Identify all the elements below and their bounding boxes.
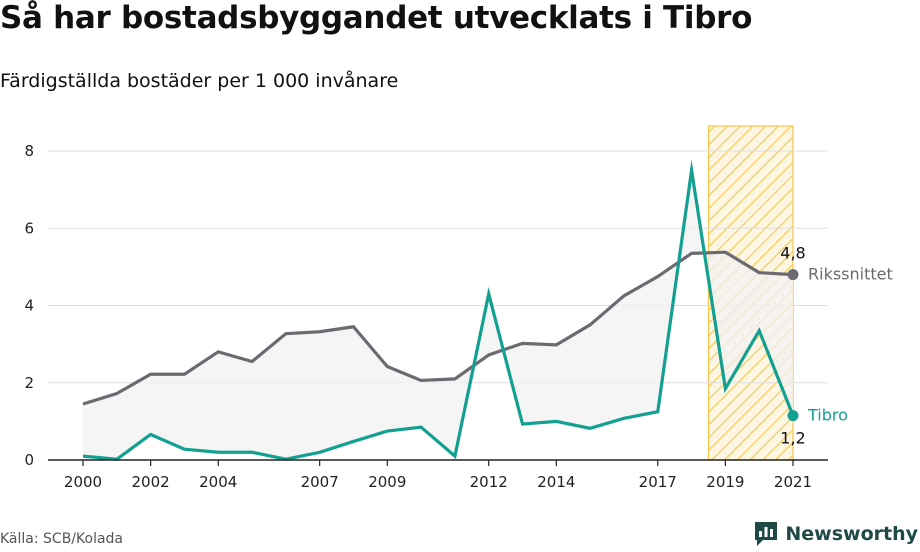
line-chart: 0 2 4 6 8 2000 2002 2004 2007 2009 2012 2014 2017 20… xyxy=(24,125,893,491)
series-line-riket xyxy=(82,250,794,406)
y-tick-label: 8 xyxy=(24,142,34,160)
y-tick-label: 4 xyxy=(24,297,34,315)
chart-subtitle: Färdigställda bostäder per 1 000 invånar… xyxy=(0,70,399,92)
series-label-riket: Rikssnittet xyxy=(808,265,893,284)
y-tick-label: 0 xyxy=(24,451,34,469)
brand-name: Newsworthy xyxy=(785,523,918,545)
value-label-tibro: 1,2 xyxy=(780,429,805,448)
y-tick-label: 6 xyxy=(24,219,34,237)
x-tick-label: 2004 xyxy=(199,473,237,491)
x-tick-label: 2012 xyxy=(470,473,508,491)
newsworthy-logo: Newsworthy xyxy=(753,520,918,548)
gap-area xyxy=(83,170,793,460)
series-line-tibro xyxy=(82,159,795,461)
end-point-riket xyxy=(787,269,799,281)
chart-title: Så har bostadsbyggandet utvecklats i Tib… xyxy=(0,0,753,36)
newsworthy-chart-icon xyxy=(755,522,778,546)
x-tick-label: 2009 xyxy=(368,473,406,491)
value-label-riket: 4,8 xyxy=(780,244,805,263)
x-tick-label: 2017 xyxy=(639,473,677,491)
x-tick-label: 2000 xyxy=(64,473,102,491)
x-tick-label: 2014 xyxy=(537,473,575,491)
y-tick-label: 2 xyxy=(24,374,34,392)
x-tick-label: 2007 xyxy=(301,473,339,491)
x-tick-label: 2019 xyxy=(706,473,744,491)
series-label-tibro: Tibro xyxy=(807,406,848,425)
x-tick-label: 2002 xyxy=(132,473,170,491)
end-point-tibro xyxy=(787,410,799,422)
source-note: Källa: SCB/Kolada xyxy=(0,531,124,547)
x-tick-label: 2021 xyxy=(774,473,812,491)
